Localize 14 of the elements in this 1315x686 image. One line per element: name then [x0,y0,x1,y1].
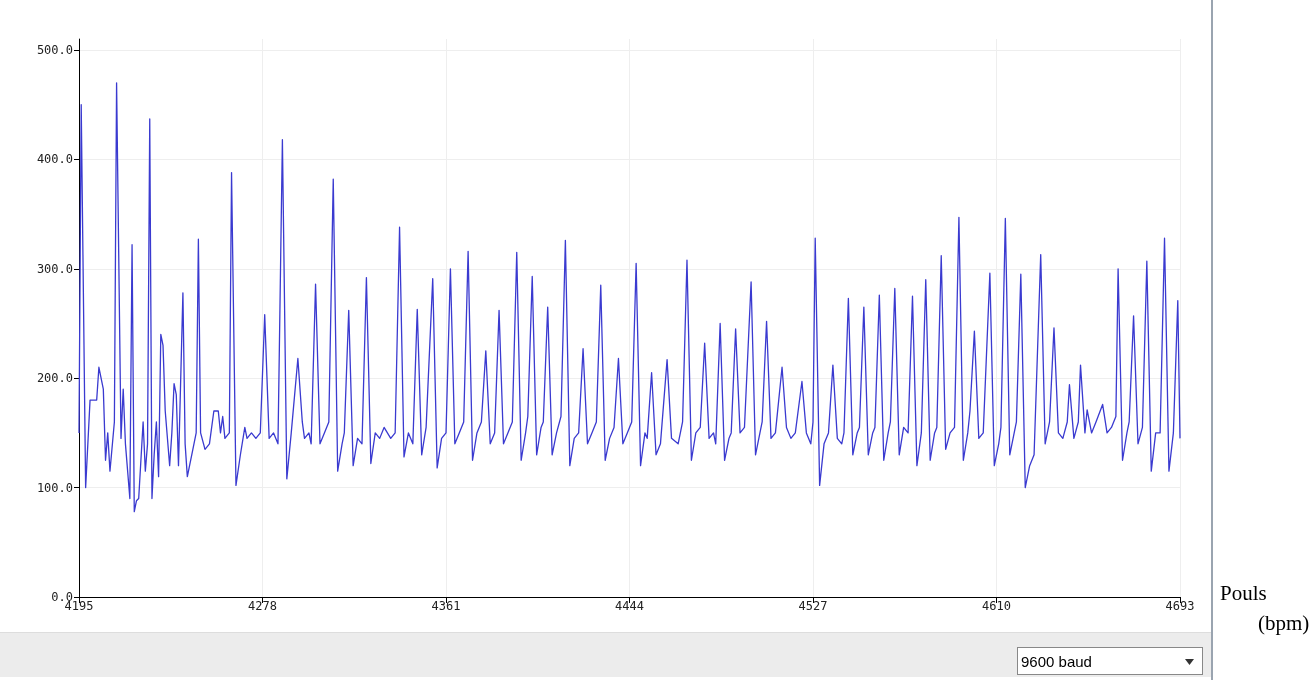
y-tick-label: 400.0 [36,152,73,167]
x-tick-label: 4361 [431,599,461,613]
x-tick-label: 4278 [248,599,277,613]
y-tick-label: 500.0 [36,43,73,57]
text: 9600 baud [1021,653,1092,670]
x-tick-label: 4610 [982,599,1011,613]
x-tick-label: 4444 [615,599,644,613]
y-axis-title: Pouls (bpm) [1220,580,1311,637]
line-series [78,82,1181,513]
x-tick-label: 4693 [1165,599,1195,613]
y-tick-label: 200.0 [36,371,73,386]
y-tick-label: 300.0 [36,261,73,276]
y-tick-label: 100.0 [36,480,73,495]
x-tick-label: 4527 [798,599,828,613]
